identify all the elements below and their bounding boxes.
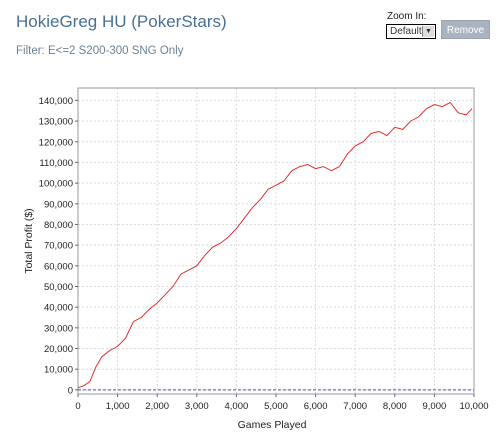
- x-tick-label: 5,000: [264, 401, 288, 412]
- y-axis-ticks: 0 10,000 20,000 30,000 40,000 50,000 60,000 70,…: [39, 96, 78, 396]
- page-title: HokieGreg HU (PokerStars): [16, 12, 227, 31]
- y-axis-label: Total Profit ($): [23, 208, 35, 273]
- x-tick-label: 6,000: [304, 401, 328, 412]
- y-tick-label: 80,000: [44, 220, 73, 231]
- chevron-down-icon[interactable]: ▼: [422, 26, 434, 37]
- y-tick-label: 60,000: [44, 261, 73, 272]
- remove-button[interactable]: Remove: [441, 20, 490, 39]
- zoom-selected-value: Default: [390, 26, 422, 37]
- y-tick-label: 120,000: [39, 137, 73, 148]
- x-axis-label: Games Played: [238, 419, 307, 431]
- zoom-label: Zoom In:: [387, 11, 427, 22]
- x-tick-label: 1,000: [106, 401, 130, 412]
- chart-grid: [77, 88, 475, 394]
- y-tick-label: 0: [68, 385, 73, 396]
- y-tick-label: 70,000: [44, 241, 73, 252]
- y-tick-label: 50,000: [44, 282, 73, 293]
- x-tick-label: 8,000: [383, 401, 407, 412]
- y-tick-label: 30,000: [44, 323, 73, 334]
- x-tick-label: 7,000: [343, 401, 367, 412]
- x-tick-label: 3,000: [185, 401, 209, 412]
- y-tick-label: 90,000: [44, 199, 73, 210]
- x-tick-label: 0: [75, 401, 80, 412]
- y-tick-label: 100,000: [39, 179, 73, 190]
- x-tick-label: 10,000: [459, 401, 488, 412]
- x-tick-label: 4,000: [225, 401, 249, 412]
- y-tick-label: 130,000: [39, 117, 73, 128]
- zoom-select[interactable]: Default ▼: [386, 24, 436, 39]
- y-tick-label: 140,000: [39, 96, 73, 107]
- x-axis-ticks: 0 1,000 2,000 3,000 4,000 5,000 6,000 7,000 8,00…: [75, 394, 489, 412]
- y-tick-label: 40,000: [44, 303, 73, 314]
- y-tick-label: 110,000: [39, 158, 73, 169]
- x-tick-label: 2,000: [145, 401, 169, 412]
- y-tick-label: 10,000: [44, 365, 73, 376]
- x-tick-label: 9,000: [423, 401, 447, 412]
- y-tick-label: 20,000: [44, 344, 73, 355]
- series-line-total-profit: [77, 101, 473, 389]
- filter-text: Filter: E<=2 S200-300 SNG Only: [16, 45, 184, 57]
